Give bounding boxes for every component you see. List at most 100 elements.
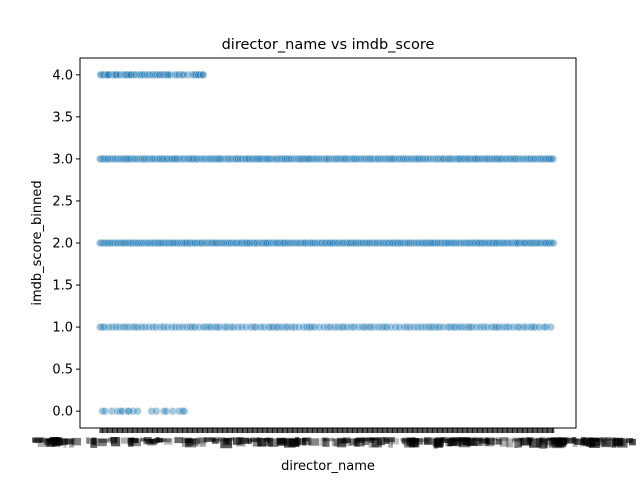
y-axis-label: imdb_score_binned [30, 180, 45, 305]
x-tick-label-glyph [342, 438, 352, 447]
x-tick-label-glyph [252, 438, 259, 447]
x-tick-label-glyph [107, 437, 113, 442]
x-tick-label-glyph [295, 437, 300, 446]
data-point [190, 323, 199, 332]
data-point [197, 154, 207, 163]
x-tick-label-glyph [486, 438, 496, 445]
x-tick-label-glyph [496, 437, 508, 441]
data-point [403, 154, 412, 163]
data-point [350, 154, 359, 163]
x-tick-label-glyph [535, 437, 543, 448]
data-point [492, 323, 501, 332]
data-point [413, 323, 422, 332]
data-point [144, 154, 153, 163]
data-point [454, 323, 463, 332]
x-tick-label-glyph [165, 438, 172, 443]
x-tick-label-glyph [63, 438, 74, 445]
data-point [375, 238, 384, 248]
data-point [546, 323, 555, 332]
data-point [401, 154, 410, 163]
x-tick-label-glyph [320, 437, 327, 447]
x-tick-label-glyph [362, 437, 369, 445]
y-axis: 0.0 0.5 1.0 1.5 2.0 2.5 3.0 3.5 4.0 [52, 68, 80, 420]
x-ticks [99, 428, 555, 433]
data-point [457, 154, 466, 163]
data-point [234, 238, 243, 248]
x-tick-label-glyph [248, 438, 252, 445]
x-tick-label-glyph [245, 437, 250, 442]
data-point [542, 323, 551, 332]
data-point [460, 238, 469, 248]
x-tick-label-glyph [58, 438, 64, 446]
data-point [220, 323, 229, 332]
data-point [147, 407, 156, 416]
data-point [310, 154, 319, 163]
data-point [476, 238, 485, 248]
data-point [333, 323, 342, 332]
data-point [513, 323, 522, 332]
data-point [498, 154, 507, 163]
data-point [178, 407, 187, 416]
x-tick-label-glyph [459, 437, 470, 441]
data-point [214, 238, 223, 248]
data-point [323, 154, 332, 163]
data-point [97, 323, 107, 332]
x-tick-label-glyph [408, 437, 414, 445]
x-tick-label-glyph [352, 438, 358, 446]
data-point [133, 407, 142, 416]
x-tick-label-glyph [433, 437, 441, 445]
x-tick-label-glyph [611, 438, 617, 448]
x-tick-label-glyph [579, 438, 589, 447]
x-tick-label-glyph [37, 437, 47, 448]
data-point [376, 154, 386, 163]
x-tick-label-glyph [391, 438, 399, 445]
x-tick-label-glyph [34, 437, 38, 444]
data-point [465, 323, 474, 332]
x-tick-label-glyph [156, 437, 160, 443]
data-point [178, 154, 187, 163]
data-point [473, 154, 483, 163]
chart-title: director_name vs imdb_score [222, 37, 435, 53]
data-point [439, 154, 448, 163]
data-point [483, 323, 492, 332]
x-tick-label-glyph [212, 438, 221, 443]
data-point [130, 70, 139, 79]
data-point [141, 238, 150, 248]
data-point [519, 323, 528, 332]
x-tick-label-glyph [384, 438, 390, 444]
data-point [549, 154, 558, 163]
data-point [272, 323, 281, 332]
data-point [330, 323, 339, 332]
data-point [200, 154, 209, 163]
data-point [126, 154, 135, 163]
x-tick-label-glyph [449, 437, 456, 446]
data-point [352, 154, 361, 163]
x-tick-label-glyph [499, 437, 509, 447]
x-tick-label-glyph [174, 437, 184, 444]
data-point [222, 154, 231, 163]
x-tick-label-glyph [237, 437, 243, 445]
x-tick-label-glyph [113, 437, 118, 443]
data-point [301, 238, 310, 248]
x-tick-label-glyph [401, 438, 405, 444]
data-point [310, 323, 319, 332]
x-tick-label-glyph [572, 437, 577, 444]
data-point [426, 323, 435, 332]
data-point [174, 70, 184, 79]
data-point [531, 323, 540, 332]
data-point [307, 154, 316, 163]
data-point [317, 154, 326, 163]
data-point [415, 238, 424, 248]
data-point [175, 238, 184, 248]
x-tick-label-glyph [562, 437, 574, 444]
data-point [523, 154, 532, 163]
data-point [440, 238, 449, 248]
data-point [401, 238, 410, 248]
data-point [196, 70, 205, 79]
data-point [429, 154, 438, 163]
data-point [192, 70, 201, 79]
data-point [95, 323, 105, 332]
data-point [528, 323, 537, 332]
x-tick-label-glyph [625, 438, 634, 443]
x-tick-label-glyph [249, 438, 258, 442]
